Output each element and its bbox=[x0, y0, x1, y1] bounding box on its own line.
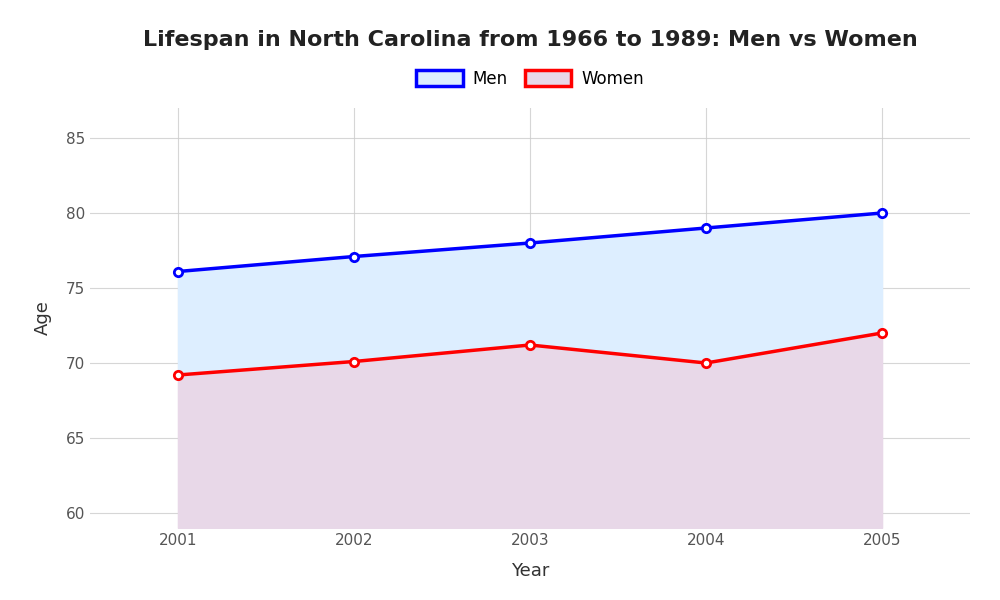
Y-axis label: Age: Age bbox=[34, 301, 52, 335]
Title: Lifespan in North Carolina from 1966 to 1989: Men vs Women: Lifespan in North Carolina from 1966 to … bbox=[143, 29, 917, 49]
Legend: Men, Women: Men, Women bbox=[408, 62, 652, 97]
X-axis label: Year: Year bbox=[511, 562, 549, 580]
